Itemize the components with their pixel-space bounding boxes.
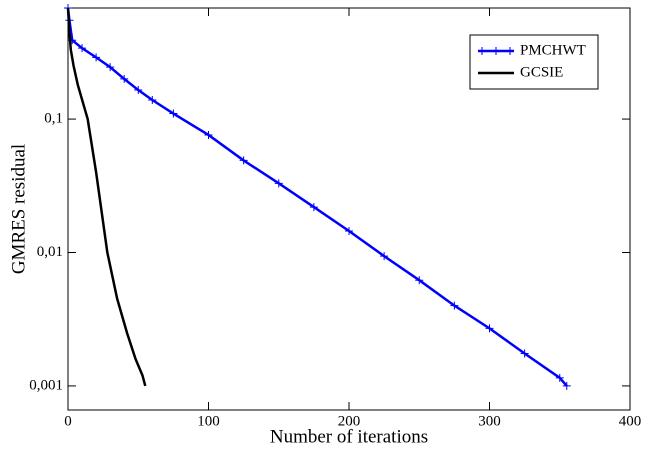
data-point (92, 53, 101, 62)
data-point (274, 179, 283, 188)
data-point (78, 44, 87, 53)
y-tick-label: 0,1 (44, 111, 63, 127)
legend-label: GCSIE (520, 64, 563, 80)
data-point (134, 86, 143, 95)
legend-label: PMCHWT (520, 42, 586, 58)
series-line (66, 7, 568, 387)
x-tick-label: 200 (338, 413, 361, 429)
series-line (66, 7, 147, 387)
data-point (169, 109, 178, 118)
y-tick-label: 0,01 (37, 244, 63, 260)
data-point (415, 276, 424, 285)
data-point (380, 252, 389, 261)
y-axis-title: GMRES residual (8, 144, 29, 274)
data-point (120, 74, 129, 83)
data-point (239, 156, 248, 165)
x-axis-title: Number of iterations (270, 426, 428, 447)
data-point (345, 226, 353, 235)
legend-box (469, 34, 599, 90)
x-tick-label: 100 (197, 413, 220, 429)
data-point (562, 381, 571, 390)
data-point (555, 373, 564, 382)
data-point (450, 301, 459, 310)
data-point (106, 63, 115, 72)
data-point (520, 349, 529, 358)
x-tick-label: 300 (478, 413, 501, 429)
x-tick-label: 400 (619, 413, 642, 429)
data-point (485, 324, 494, 333)
y-tick-label: 0,001 (29, 377, 63, 393)
data-point (309, 203, 318, 212)
data-point (204, 130, 213, 139)
x-tick-label: 0 (64, 413, 72, 429)
data-point (148, 95, 157, 104)
